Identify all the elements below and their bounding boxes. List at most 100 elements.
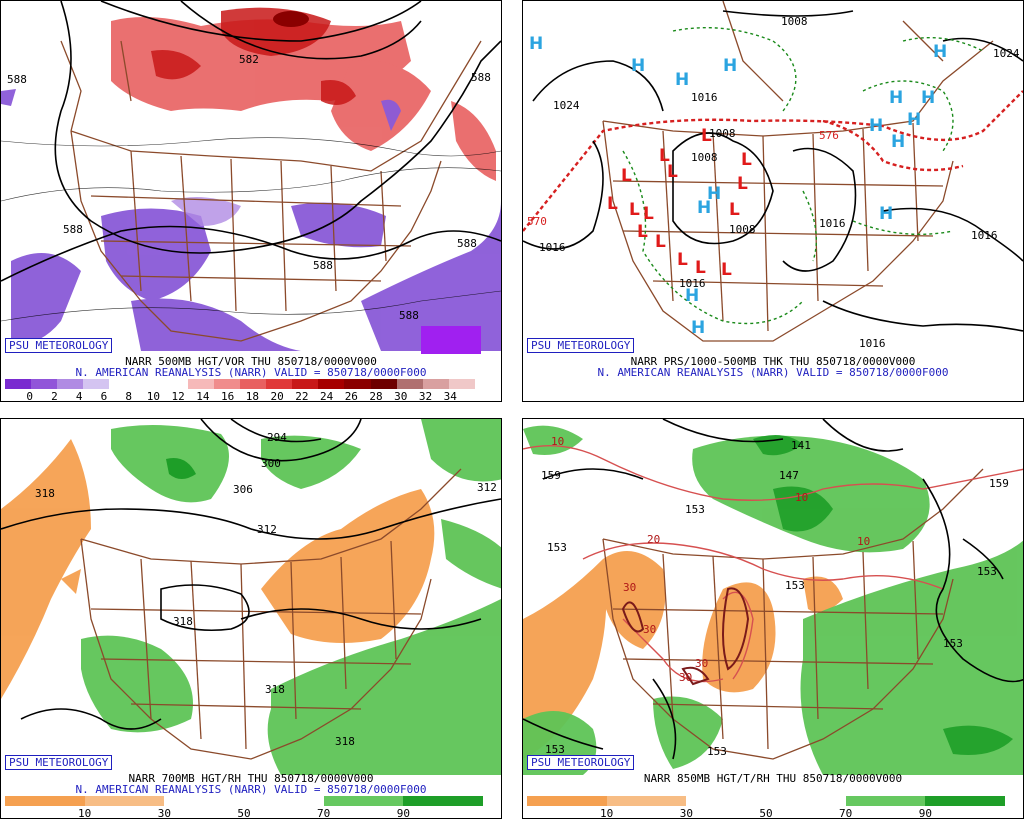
colorbar-segment xyxy=(84,796,165,806)
panel-850mb-t-rh: 159 153 153 141 147 153 159 153 153 153 … xyxy=(522,418,1024,819)
contour-label: 1016 xyxy=(679,277,706,290)
high-pressure-symbol: H xyxy=(697,198,711,218)
map-sfc-pressure-thickness: H H H H H H H H H H H H H H H L L L L L … xyxy=(523,1,1023,350)
high-pressure-symbol: H xyxy=(529,34,543,54)
high-pressure-symbol: H xyxy=(933,42,947,62)
low-pressure-symbol: L xyxy=(607,194,618,214)
low-pressure-symbol: L xyxy=(667,162,678,182)
colorbar-tick-label: 14 xyxy=(196,390,210,402)
contour-label: 588 xyxy=(313,259,333,272)
high-pressure-symbol: H xyxy=(723,56,737,76)
colorbar-tick-label: 70 xyxy=(317,807,331,819)
colorbar-tick-label: 0 xyxy=(26,390,34,402)
contour-label: 153 xyxy=(707,745,727,758)
colorbar-tick-label: 90 xyxy=(396,807,410,819)
contour-label: 1016 xyxy=(539,241,566,254)
colorbar-segment xyxy=(403,796,484,806)
temperature-label: 30 xyxy=(643,623,656,636)
colorbar-tick-label: 16 xyxy=(221,390,235,402)
colorbar-segment xyxy=(318,379,345,389)
colorbar-segment xyxy=(266,379,293,389)
colorbar-segment xyxy=(606,796,687,806)
contour-label: 588 xyxy=(63,223,83,236)
contour-label: 153 xyxy=(785,579,805,592)
contour-label: 588 xyxy=(399,309,419,322)
temperature-label: 30 xyxy=(695,657,708,670)
colorbar-tick-label: 30 xyxy=(394,390,408,402)
colorbar-segment xyxy=(187,379,215,389)
low-pressure-symbol: L xyxy=(659,146,670,166)
contour-label: 153 xyxy=(547,541,567,554)
rh-colorbar xyxy=(5,796,484,806)
colorbar-segment xyxy=(422,379,450,389)
low-pressure-symbol: L xyxy=(637,222,648,242)
contour-label: 159 xyxy=(989,477,1009,490)
contour-label: 306 xyxy=(233,483,253,496)
contour-label: 147 xyxy=(779,469,799,482)
high-pressure-symbol: H xyxy=(869,116,883,136)
panel-sfc-pressure-thickness: H H H H H H H H H H H H H H H L L L L L … xyxy=(522,0,1024,402)
chart-valid-line: N. AMERICAN REANALYSIS (NARR) VALID = 85… xyxy=(75,366,427,379)
contour-label: 318 xyxy=(335,735,355,748)
colorbar-tick-label: 26 xyxy=(344,390,358,402)
high-pressure-symbol: H xyxy=(879,204,893,224)
colorbar-segment xyxy=(686,796,767,806)
low-pressure-symbol: L xyxy=(737,174,748,194)
contour-label: 318 xyxy=(265,683,285,696)
panel-500mb-vorticity: 588 582 588 588 588 588 588 PSU METEOROL… xyxy=(0,0,502,402)
colorbar-tick-label: 22 xyxy=(295,390,309,402)
low-pressure-symbol: L xyxy=(621,166,632,186)
contour-label: 1024 xyxy=(993,47,1020,60)
colorbar-tick-label: 34 xyxy=(443,390,457,402)
psu-meteorology-badge: PSU METEOROLOGY xyxy=(5,755,113,770)
colorbar-tick-label: 90 xyxy=(918,807,932,819)
chart-valid-line: N. AMERICAN REANALYSIS (NARR) VALID = 85… xyxy=(597,366,949,379)
low-pressure-symbol: L xyxy=(701,126,712,146)
contour-label: 1016 xyxy=(859,337,886,350)
colorbar-segment xyxy=(527,796,608,806)
vorticity-colorbar xyxy=(5,379,476,389)
colorbar-tick-label: 10 xyxy=(600,807,614,819)
contour-label: 588 xyxy=(457,237,477,250)
colorbar-segment xyxy=(448,379,476,389)
colorbar-segment xyxy=(161,379,189,389)
low-pressure-symbol: L xyxy=(655,232,666,252)
contour-label: 588 xyxy=(471,71,491,84)
thickness-label: 576 xyxy=(819,129,839,142)
temperature-label: 10 xyxy=(857,535,870,548)
contour-label: 312 xyxy=(477,481,497,494)
chart-title: NARR 850MB HGT/T/RH THU 850718/0000V000 xyxy=(643,772,903,785)
temperature-label: 10 xyxy=(551,435,564,448)
chart-title: NARR 700MB HGT/RH THU 850718/0000V000 xyxy=(128,772,374,785)
colorbar-segment xyxy=(344,379,372,389)
low-pressure-symbol: L xyxy=(695,258,706,278)
contour-label: 1008 xyxy=(691,151,718,164)
colorbar-tick-label: 70 xyxy=(839,807,853,819)
high-pressure-symbol: H xyxy=(631,56,645,76)
contour-label: 1008 xyxy=(781,15,808,28)
colorbar-tick-label: 18 xyxy=(245,390,259,402)
contour-label: 318 xyxy=(35,487,55,500)
high-pressure-symbol: H xyxy=(921,88,935,108)
colorbar-segment xyxy=(31,379,58,389)
high-pressure-symbol: H xyxy=(691,318,705,338)
colorbar-tick-label: 32 xyxy=(418,390,433,402)
colorbar-tick-label: 30 xyxy=(679,807,693,819)
contour-label: 582 xyxy=(239,53,259,66)
colorbar-tick-label: 2 xyxy=(51,390,58,402)
colorbar-tick-label: 24 xyxy=(319,390,334,402)
contour-label: 153 xyxy=(943,637,963,650)
colorbar-segment xyxy=(5,796,86,806)
colorbar-segment xyxy=(396,379,424,389)
contour-label: 153 xyxy=(977,565,997,578)
colorbar-segment xyxy=(292,379,319,389)
high-pressure-symbol: H xyxy=(685,286,699,306)
high-pressure-symbol: H xyxy=(707,184,721,204)
colorbar-tick-label: 30 xyxy=(157,807,171,819)
low-pressure-symbol: L xyxy=(741,150,752,170)
contour-label: 1024 xyxy=(553,99,580,112)
temperature-label: 20 xyxy=(647,533,660,546)
colorbar-tick-label: 10 xyxy=(78,807,92,819)
colorbar-segment xyxy=(135,379,163,389)
colorbar-tick-label: 50 xyxy=(237,807,251,819)
